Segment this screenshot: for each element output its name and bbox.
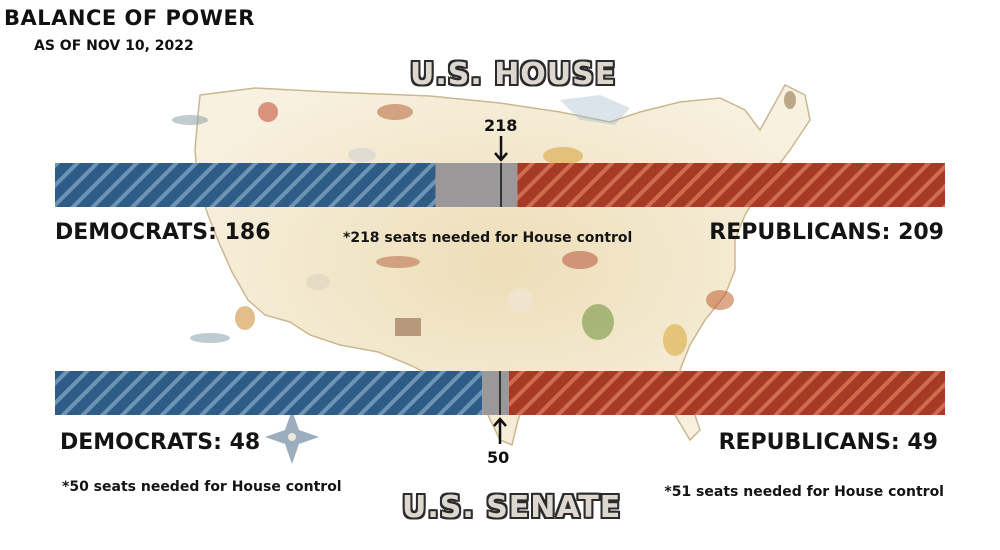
compass-rose-icon bbox=[265, 410, 319, 464]
house-democrats-bar bbox=[55, 163, 436, 207]
senate-democrats-bar bbox=[55, 371, 483, 415]
house-title: U.S. HOUSE bbox=[410, 57, 617, 92]
house-republicans-bar bbox=[517, 163, 945, 207]
house-threshold-label: 218 bbox=[484, 116, 518, 135]
house-control-note: *218 seats needed for House control bbox=[343, 230, 633, 246]
senate-undecided-bar bbox=[482, 371, 509, 415]
senate-republicans-note: *51 seats needed for House control bbox=[664, 484, 944, 500]
house-republicans-label: REPUBLICANS: 209 bbox=[709, 220, 944, 245]
senate-democrats-note: *50 seats needed for House control bbox=[62, 479, 342, 495]
page-subtitle: AS OF NOV 10, 2022 bbox=[34, 38, 194, 54]
senate-threshold-label: 50 bbox=[487, 448, 510, 467]
senate-democrats-label: DEMOCRATS: 48 bbox=[60, 430, 261, 455]
bars-layer bbox=[55, 136, 945, 444]
map-decorations bbox=[172, 91, 796, 356]
page-title: BALANCE OF POWER bbox=[4, 6, 255, 30]
house-democrats-label: DEMOCRATS: 186 bbox=[55, 220, 271, 245]
senate-republicans-bar bbox=[508, 371, 945, 415]
senate-title: U.S. SENATE bbox=[402, 490, 622, 525]
senate-threshold-arrowhead-icon bbox=[493, 417, 507, 427]
senate-republicans-label: REPUBLICANS: 49 bbox=[718, 430, 938, 455]
house-undecided-bar bbox=[435, 163, 518, 207]
house-threshold-arrowhead-icon bbox=[494, 152, 508, 162]
